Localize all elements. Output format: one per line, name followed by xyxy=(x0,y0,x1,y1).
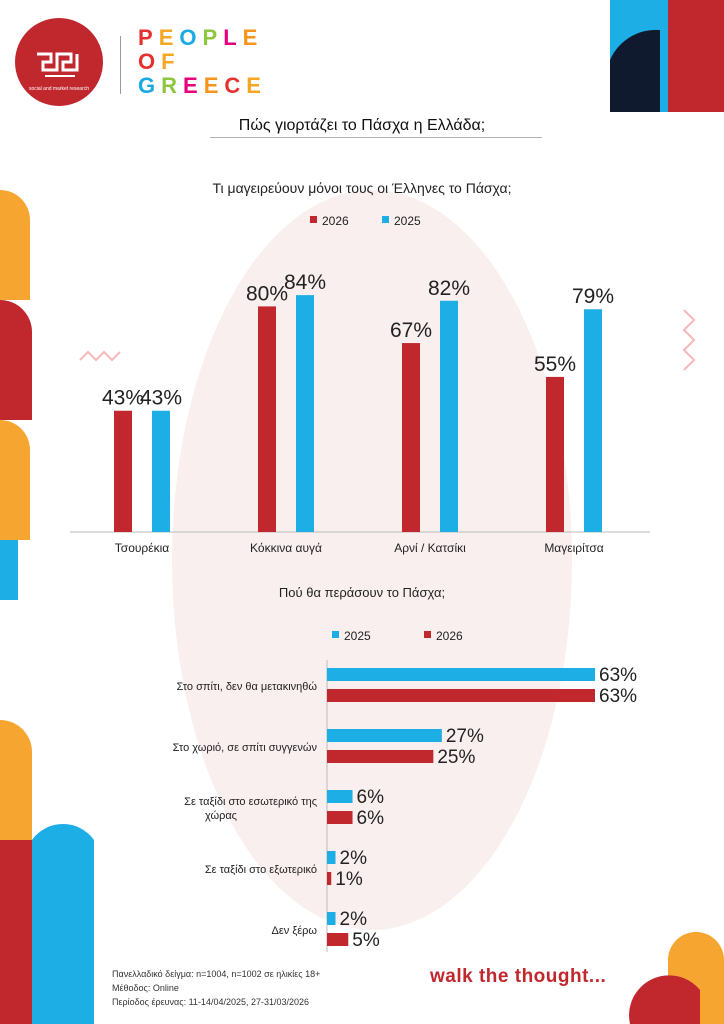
method-note: Μέθοδος: Online xyxy=(112,983,179,993)
title-underline xyxy=(210,137,542,138)
bar-2026 xyxy=(114,410,132,532)
bar-2025 xyxy=(584,309,602,532)
bar-value-label: 79% xyxy=(572,285,614,308)
bar-2025 xyxy=(327,790,353,803)
bar-value-label: 63% xyxy=(599,686,637,707)
bar-value-label: 63% xyxy=(599,665,637,686)
category-label: Αρνί / Κατσίκι xyxy=(394,541,466,555)
bar-2026 xyxy=(402,343,420,532)
bar-value-label: 1% xyxy=(335,869,363,890)
bar-value-label: 43% xyxy=(102,387,144,410)
brand-letter: R xyxy=(161,73,184,98)
bar-2025 xyxy=(296,295,314,532)
page-title: Πώς γιορτάζει το Πάσχα η Ελλάδα; xyxy=(238,117,486,134)
bar-value-label: 6% xyxy=(357,787,385,808)
bar-2026 xyxy=(327,750,434,763)
brand-letter: P xyxy=(202,25,224,50)
legend-swatch-2026 xyxy=(424,631,431,638)
chart2-title: Πού θα περάσουν το Πάσχα; xyxy=(278,585,446,600)
sample-note: Πανελλαδικό δείγμα: n=1004, n=1002 σε ηλ… xyxy=(112,969,321,979)
bar-value-label: 55% xyxy=(534,353,576,376)
bar-2026 xyxy=(327,933,349,946)
legend-label-2026: 2026 xyxy=(436,629,463,643)
bar-value-label: 2% xyxy=(340,848,368,869)
bar-2025 xyxy=(327,668,595,681)
bar-2026 xyxy=(327,811,353,824)
period-note: Περίοδος έρευνας: 11-14/04/2025, 27-31/0… xyxy=(112,997,310,1007)
bar-value-label: 25% xyxy=(437,747,475,768)
bar-2026 xyxy=(258,306,276,532)
legend-label-2026: 2026 xyxy=(322,214,349,228)
brand-line: PEOPLE xyxy=(138,26,267,50)
category-label-line: χώρας xyxy=(205,810,237,822)
category-label: Στο χωριό, σε σπίτι συγγενών xyxy=(173,742,318,754)
category-label: Μαγειρίτσα xyxy=(544,541,603,555)
category-label: Σε ταξίδι στο εξωτερικό xyxy=(205,864,317,876)
legend-swatch-2025 xyxy=(332,631,339,638)
category-label: Δεν ξέρω xyxy=(272,925,318,937)
bar-2025 xyxy=(327,912,336,925)
brand-letter: E xyxy=(158,25,180,50)
brand-wordmark: PEOPLE OF GREECE xyxy=(138,26,267,98)
bar-2025 xyxy=(327,851,336,864)
bar-value-label: 84% xyxy=(284,271,326,294)
bar-value-label: 5% xyxy=(352,930,380,951)
bar-value-label: 80% xyxy=(246,282,288,305)
bar-2026 xyxy=(546,376,564,532)
bar-2026 xyxy=(327,689,595,702)
bar-value-label: 6% xyxy=(357,808,385,829)
brand-line: OF xyxy=(138,50,267,74)
brand-letter: E xyxy=(246,73,267,98)
bar-2026 xyxy=(327,872,332,885)
category-label: Τσουρέκια xyxy=(115,541,169,555)
bar-value-label: 43% xyxy=(140,387,182,410)
chart1-title: Τι μαγειρεύουν μόνοι τους οι Έλληνες το … xyxy=(212,180,512,196)
category-label-line: Σε ταξίδι στο εσωτερικό της xyxy=(184,796,317,808)
brand-line: GREECE xyxy=(138,74,267,98)
category-label: Κόκκινα αυγά xyxy=(250,541,322,555)
bar-2025 xyxy=(327,729,442,742)
bar-value-label: 82% xyxy=(428,277,470,300)
legend-label-2025: 2025 xyxy=(394,214,421,228)
brand-letter: E xyxy=(183,73,204,98)
bar-value-label: 27% xyxy=(446,726,484,747)
bar-value-label: 67% xyxy=(390,319,432,342)
brand-letter: P xyxy=(138,25,159,50)
bar-2025 xyxy=(440,300,458,532)
bar-2025 xyxy=(152,410,170,532)
brand-letter: L xyxy=(223,25,243,50)
brand-letter: E xyxy=(203,73,225,98)
header-divider xyxy=(120,36,121,94)
brand-letter: C xyxy=(224,73,247,98)
legend-label-2025: 2025 xyxy=(344,629,371,643)
survey-notes: Πανελλαδικό δείγμα: n=1004, n=1002 σε ηλ… xyxy=(112,967,320,1009)
category-label: Σε ταξίδι στο εσωτερικό της χώρας xyxy=(184,796,317,822)
legend-swatch-2026 xyxy=(310,216,317,223)
brand-letter: O xyxy=(179,25,203,50)
brand-letter: E xyxy=(242,25,264,50)
category-label: Στο σπίτι, δεν θα μετακινηθώ xyxy=(176,681,317,693)
logo-subtitle: social and market research xyxy=(28,86,90,92)
company-logo xyxy=(15,18,103,106)
brand-letter: F xyxy=(161,49,181,74)
brand-letter: O xyxy=(138,49,162,74)
tagline: walk the thought... xyxy=(430,966,607,987)
logo-mark-icon xyxy=(37,52,79,77)
legend-swatch-2025 xyxy=(382,216,389,223)
brand-letter: G xyxy=(138,73,162,98)
bar-value-label: 2% xyxy=(340,909,368,930)
